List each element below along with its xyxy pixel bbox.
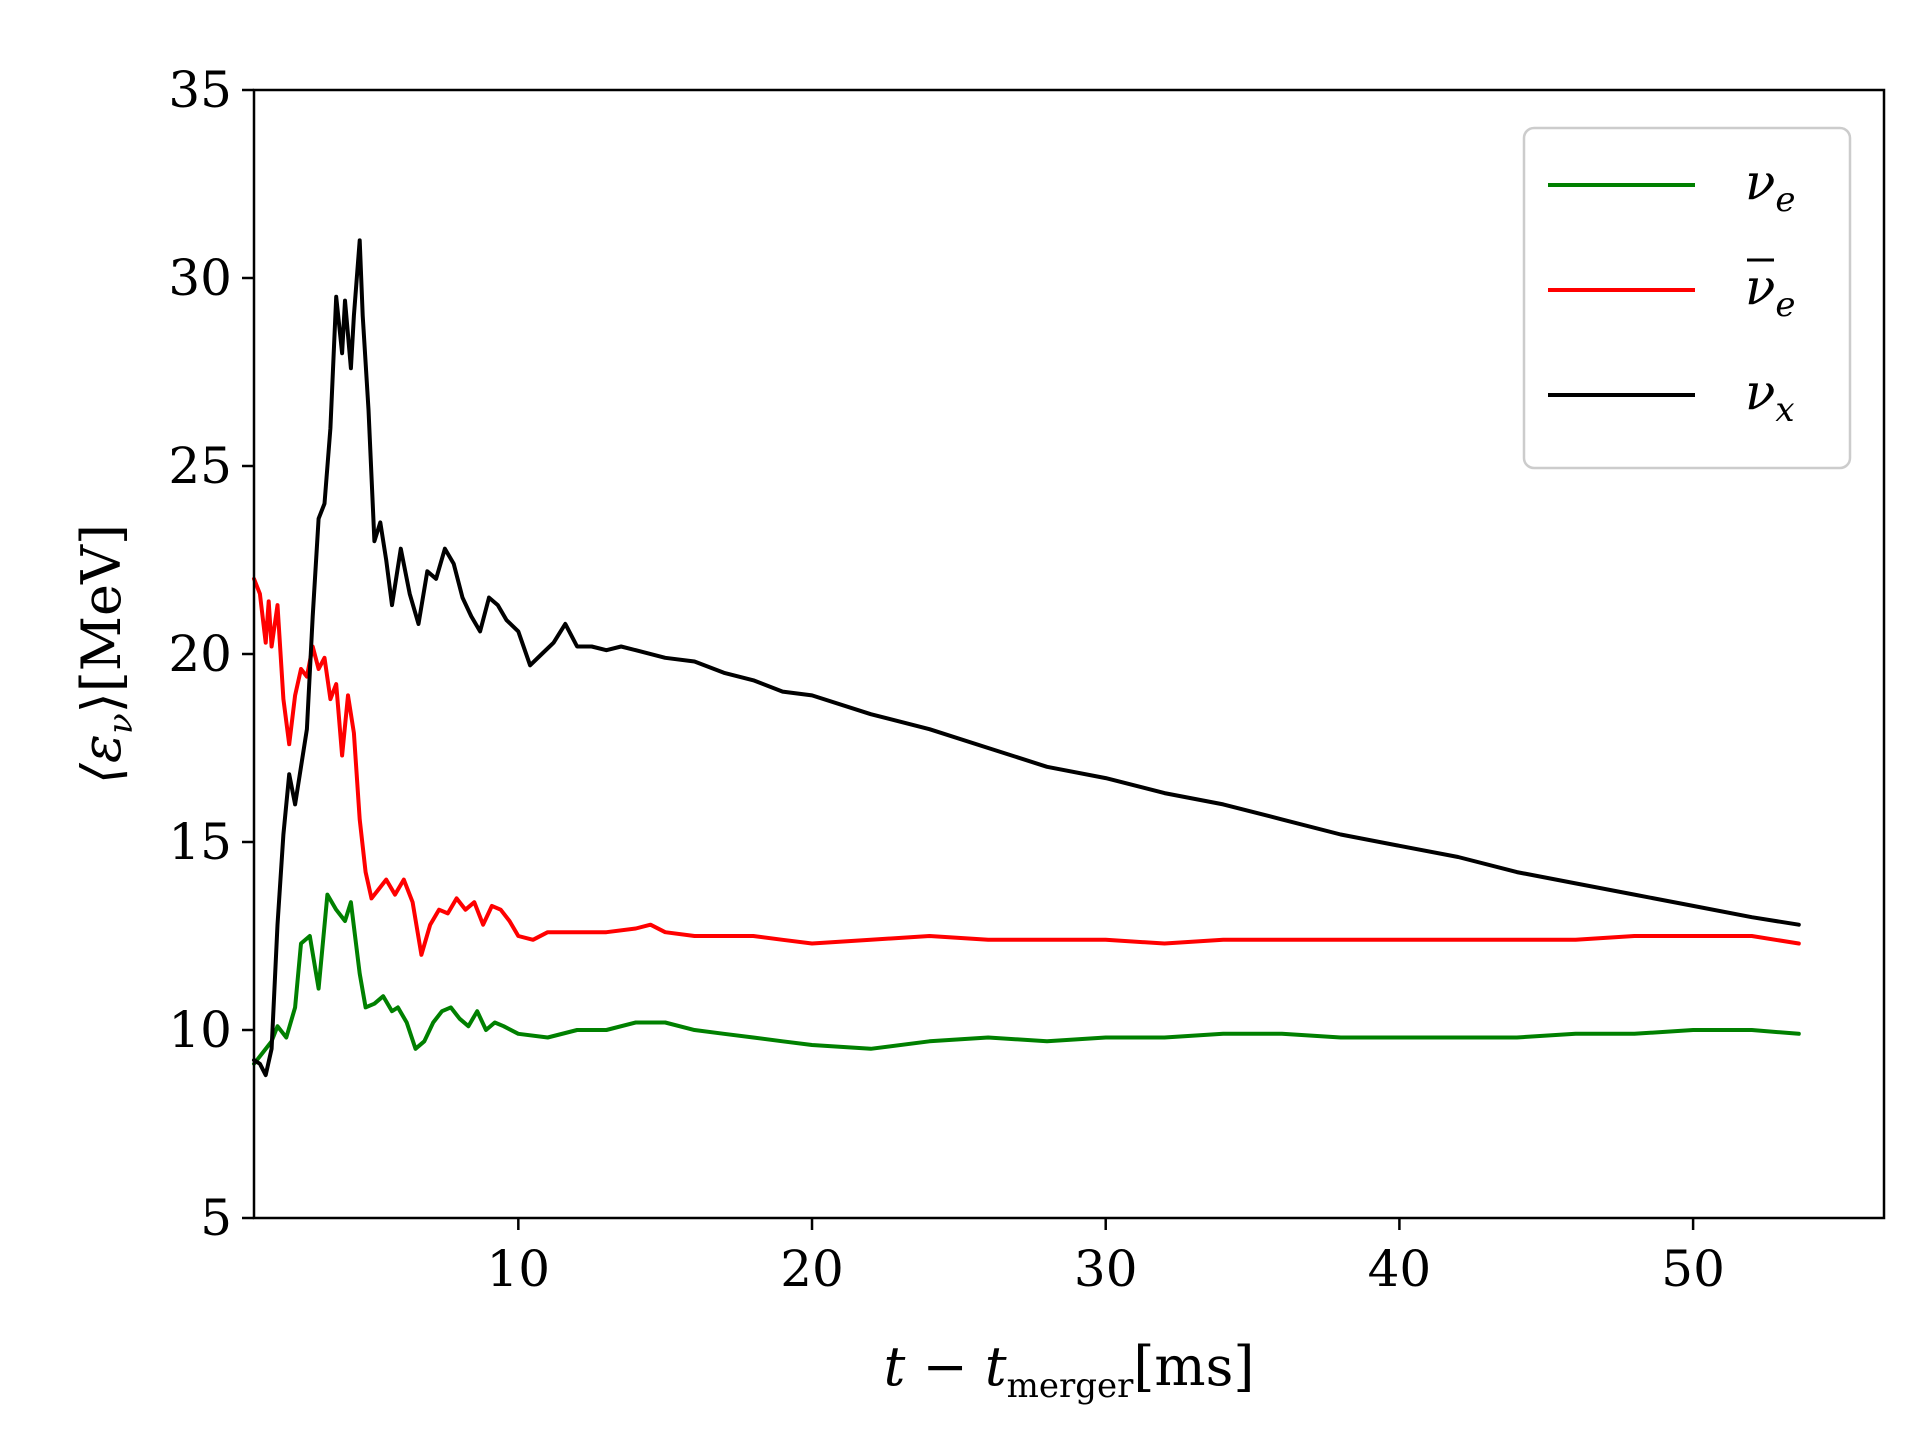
x-axis-title-unit: [ms] <box>1133 1335 1254 1398</box>
y-tick-label: 15 <box>168 813 232 871</box>
series-line-nu-e <box>252 892 1801 1066</box>
legend-label-sub: e <box>1775 285 1795 325</box>
y-tick-label: 35 <box>168 61 232 119</box>
x-axis-title-sub: merger <box>1007 1366 1135 1406</box>
legend-label-nu-x: νx <box>1745 363 1795 430</box>
y-axis-title-unit: [MeV] <box>70 524 133 692</box>
series-line-nu-x <box>252 238 1801 1078</box>
y-axis-title: ⟨εν⟩[MeV] <box>70 524 141 784</box>
x-tick-label: 50 <box>1661 1240 1725 1298</box>
y-tick-label: 25 <box>168 437 232 495</box>
x-tick-label: 20 <box>780 1240 844 1298</box>
legend-label-nu-e: νe <box>1745 153 1796 220</box>
x-tick-label: 40 <box>1368 1240 1432 1298</box>
x-tick-label: 30 <box>1074 1240 1138 1298</box>
x-tick-label: 10 <box>487 1240 551 1298</box>
legend-label-base: ν <box>1745 363 1775 421</box>
series-line-nu-bar-e <box>252 576 1801 957</box>
y-tick-label: 20 <box>168 625 232 683</box>
y-axis-title-sub: ν <box>101 713 141 734</box>
x-axis: 10 20 30 40 50 <box>487 1218 1725 1298</box>
legend-label-nu-bar-e: νe <box>1745 258 1796 325</box>
y-axis-title-tail: ⟩ <box>70 692 133 713</box>
legend-box <box>1522 126 1852 470</box>
legend-label-sub: e <box>1775 180 1795 220</box>
legend-label-base: ν <box>1745 153 1775 211</box>
y-tick-label: 10 <box>168 1001 232 1059</box>
x-axis-title: t − tmerger[ms] <box>884 1335 1255 1406</box>
legend-label-base: ν <box>1745 258 1775 316</box>
legend-label-sub: x <box>1775 390 1794 430</box>
series-layer <box>252 238 1801 1078</box>
y-axis: 5 10 15 20 25 30 35 <box>168 61 254 1247</box>
y-tick-label: 5 <box>200 1189 232 1247</box>
x-axis-title-main: t − t <box>884 1335 1007 1398</box>
y-axis-title-main: ⟨ε <box>70 734 133 784</box>
y-tick-label: 30 <box>168 249 232 307</box>
